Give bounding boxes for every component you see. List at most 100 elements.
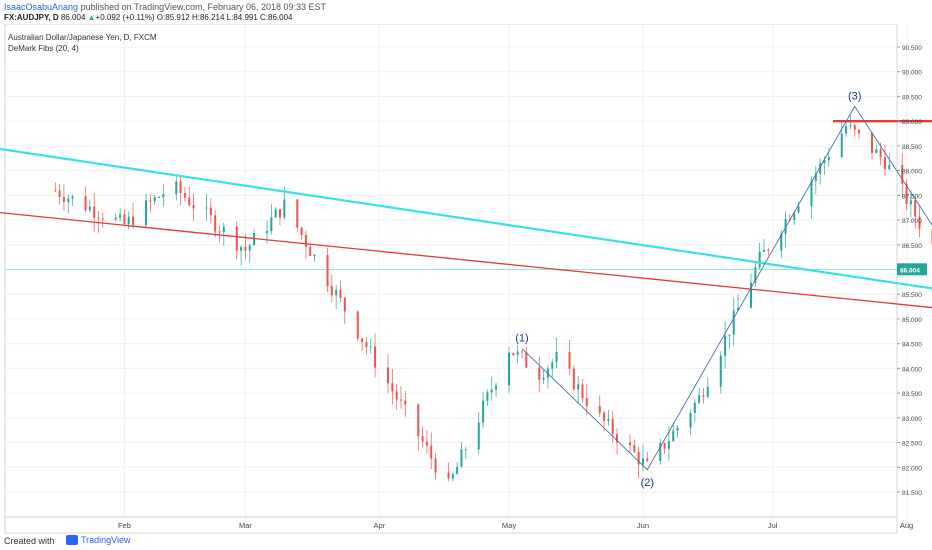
candle-body bbox=[127, 216, 130, 225]
candle-body bbox=[585, 397, 588, 406]
candle bbox=[395, 383, 398, 410]
candle bbox=[659, 438, 662, 465]
candle-body bbox=[858, 129, 861, 134]
last-price-label: 86.004 bbox=[900, 267, 920, 274]
candle bbox=[188, 186, 191, 208]
candle bbox=[391, 368, 394, 405]
candle-body bbox=[909, 200, 912, 205]
x-tick-label: May bbox=[502, 521, 516, 530]
candle bbox=[840, 120, 843, 159]
candle-body bbox=[369, 346, 372, 348]
candle-body bbox=[93, 206, 96, 218]
candle-body bbox=[395, 391, 398, 400]
candle-body bbox=[598, 405, 601, 413]
y-tick-label: 84.500 bbox=[902, 342, 922, 349]
candle-body bbox=[577, 384, 580, 390]
candle-body bbox=[339, 290, 342, 298]
candle bbox=[495, 383, 498, 397]
candle-body bbox=[849, 125, 852, 127]
candle bbox=[581, 379, 584, 403]
candle-body bbox=[853, 125, 856, 130]
candle bbox=[732, 297, 735, 346]
candle-body bbox=[162, 194, 165, 198]
lower-channel-line[interactable] bbox=[0, 195, 932, 464]
candle bbox=[754, 261, 757, 288]
candle-body bbox=[780, 233, 783, 251]
candle-body bbox=[490, 389, 493, 393]
tradingview-brand[interactable]: TradingView bbox=[66, 535, 131, 545]
candle-body bbox=[399, 399, 402, 401]
candle bbox=[883, 145, 886, 176]
candle bbox=[205, 193, 208, 222]
axes: FebMarAprMayJunJulAugSepOctNovDec2018Feb… bbox=[4, 45, 927, 534]
candle bbox=[568, 339, 571, 375]
candle-body bbox=[421, 436, 424, 442]
candle bbox=[819, 157, 822, 185]
candle bbox=[404, 391, 407, 417]
chart-area[interactable]: (1)(2)(3)(4)(5)(A)(B)(C) FebMarAprMayJun… bbox=[0, 0, 932, 534]
wave-path[interactable] bbox=[521, 67, 932, 471]
candle-body bbox=[581, 384, 584, 398]
change-value: +0.092 (+0.11%) bbox=[95, 13, 155, 22]
candle-body bbox=[659, 443, 662, 461]
candle-body bbox=[300, 227, 303, 236]
cyan-trend-line[interactable] bbox=[0, 124, 932, 520]
candle-body bbox=[516, 351, 519, 356]
candle bbox=[698, 387, 701, 405]
y-tick-label: 86.500 bbox=[902, 243, 922, 250]
y-tick-label: 90.500 bbox=[902, 45, 922, 52]
candle bbox=[905, 179, 908, 210]
candle-body bbox=[309, 246, 312, 257]
candle bbox=[304, 230, 307, 259]
candle-body bbox=[387, 367, 390, 384]
candle bbox=[356, 310, 359, 342]
candle bbox=[97, 211, 100, 233]
candle bbox=[611, 410, 614, 443]
candle-body bbox=[460, 449, 463, 467]
x-tick-label: Mar bbox=[239, 521, 252, 530]
candle-body bbox=[732, 310, 735, 335]
y-tick-label: 89.000 bbox=[902, 119, 922, 126]
grid bbox=[4, 23, 908, 518]
y-tick-label: 81.500 bbox=[902, 490, 922, 497]
candle bbox=[218, 225, 221, 243]
wave-labels: (1)(2)(3)(4)(5)(A)(B)(C) bbox=[515, 90, 861, 488]
candle-body bbox=[819, 163, 822, 174]
candle bbox=[858, 128, 861, 140]
candle-body bbox=[508, 352, 511, 386]
candle-body bbox=[218, 231, 221, 233]
candle-body bbox=[222, 226, 225, 232]
candle bbox=[486, 389, 489, 406]
candle-body bbox=[417, 404, 420, 437]
candle-body bbox=[542, 377, 545, 380]
candle-body bbox=[750, 282, 753, 308]
candle-body bbox=[901, 165, 904, 184]
candle-body bbox=[823, 160, 826, 164]
candle-body bbox=[486, 392, 489, 401]
y-tick-label: 88.000 bbox=[902, 169, 922, 176]
candle-body bbox=[356, 311, 359, 339]
candle bbox=[767, 247, 770, 256]
candle bbox=[222, 222, 225, 247]
candle-body bbox=[607, 418, 610, 421]
candle bbox=[693, 399, 696, 422]
candle-body bbox=[629, 442, 632, 446]
candle-body bbox=[611, 418, 614, 435]
last-price: 86.004 bbox=[60, 13, 86, 22]
candle bbox=[637, 446, 640, 479]
y-tick-label: 89.500 bbox=[902, 94, 922, 101]
candle bbox=[149, 194, 152, 213]
candle bbox=[54, 182, 57, 193]
candle-body bbox=[266, 230, 269, 233]
price-chart[interactable]: (1)(2)(3)(4)(5)(A)(B)(C) FebMarAprMayJun… bbox=[0, 0, 932, 534]
candle bbox=[296, 198, 299, 232]
author-link[interactable]: IsaacOsabuAnang bbox=[4, 2, 79, 12]
candle-body bbox=[119, 214, 122, 218]
candle bbox=[417, 403, 420, 451]
candle-body bbox=[633, 445, 636, 452]
candle-body bbox=[797, 206, 800, 213]
candle bbox=[482, 392, 485, 429]
candle bbox=[762, 239, 765, 253]
candle bbox=[119, 207, 122, 222]
candle bbox=[127, 211, 130, 230]
